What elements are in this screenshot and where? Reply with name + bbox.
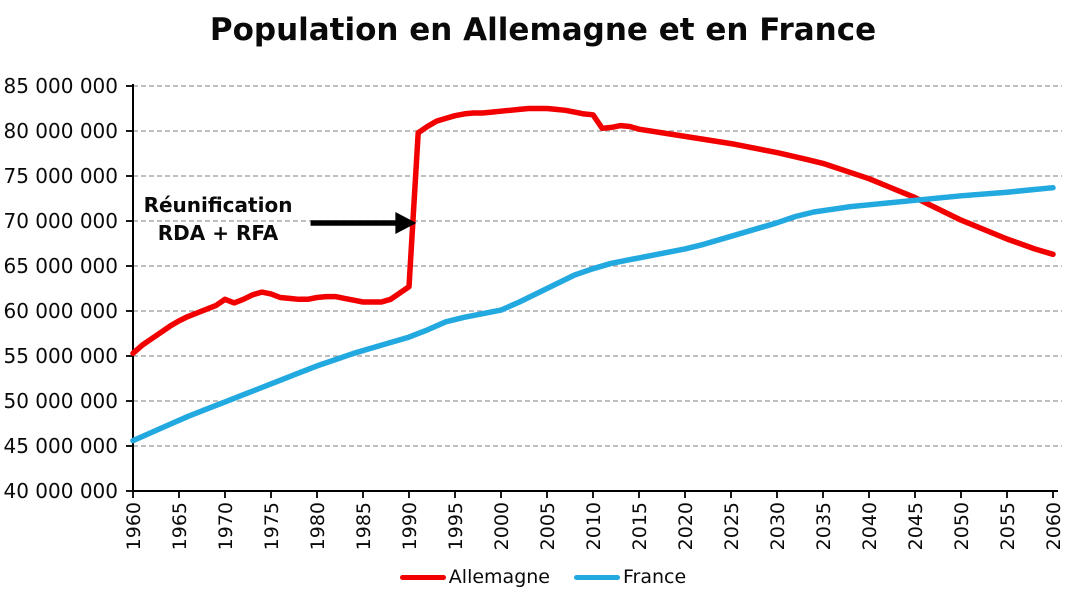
series-line-france (130, 184, 1056, 444)
x-axis-tick-label: 2020 (675, 502, 697, 550)
annotation-line2: RDA + RFA (157, 221, 279, 245)
x-axis-tick-label: 1965 (169, 502, 191, 550)
y-axis-tick-label: 85 000 000 (3, 74, 118, 98)
legend-swatch-allemagne (399, 574, 446, 580)
legend-swatch-france (574, 574, 620, 580)
x-axis-tick-label: 2050 (951, 502, 973, 550)
annotation-line1: Réunification (143, 193, 293, 217)
legend-item-france: France (574, 566, 686, 588)
x-axis-tick-label: 1995 (445, 502, 467, 550)
y-axis-tick-label: 70 000 000 (3, 209, 118, 233)
x-axis-tick-label: 2035 (813, 502, 835, 550)
legend-label-france: France (623, 566, 687, 588)
x-axis-tick-label: 1980 (307, 502, 329, 550)
legend-item-allemagne: Allemagne (399, 566, 550, 588)
legend: Allemagne France (0, 566, 1086, 588)
x-axis-tick-label: 2030 (767, 502, 789, 550)
x-axis-tick-label: 2000 (491, 502, 513, 550)
x-axis-tick-label: 2055 (997, 502, 1019, 550)
chart-title: Population en Allemagne et en France (209, 12, 877, 48)
y-axis-tick-label: 45 000 000 (3, 434, 118, 458)
y-axis-tick-label: 55 000 000 (3, 344, 118, 368)
y-axis-tick-label: 40 000 000 (3, 479, 118, 503)
series-line-allemagne (130, 105, 1056, 357)
y-axis-tick-label: 50 000 000 (3, 389, 118, 413)
x-axis-tick-label: 1960 (123, 502, 145, 550)
y-axis-tick-label: 75 000 000 (3, 164, 118, 188)
y-axis-tick-label: 65 000 000 (3, 254, 118, 278)
x-axis-tick-label: 2040 (859, 502, 881, 550)
annotation-arrow-head (395, 212, 417, 234)
x-axis-tick-label: 2025 (721, 502, 743, 550)
x-axis-tick-label: 1975 (261, 502, 283, 550)
legend-label-allemagne: Allemagne (448, 566, 550, 588)
x-axis-tick-label: 1970 (215, 502, 237, 550)
x-axis-tick-label: 1990 (399, 502, 421, 550)
annotation-label: Réunification RDA + RFA (132, 191, 304, 247)
y-axis-tick-label: 80 000 000 (3, 119, 118, 143)
x-axis-tick-label: 2060 (1043, 502, 1065, 550)
y-axis-tick-label: 60 000 000 (3, 299, 118, 323)
x-axis-tick-label: 2045 (905, 502, 927, 550)
x-axis-tick-label: 2005 (537, 502, 559, 550)
x-axis-tick-label: 2010 (583, 502, 605, 550)
x-axis-tick-label: 2015 (629, 502, 651, 550)
x-axis-tick-label: 1985 (353, 502, 375, 550)
